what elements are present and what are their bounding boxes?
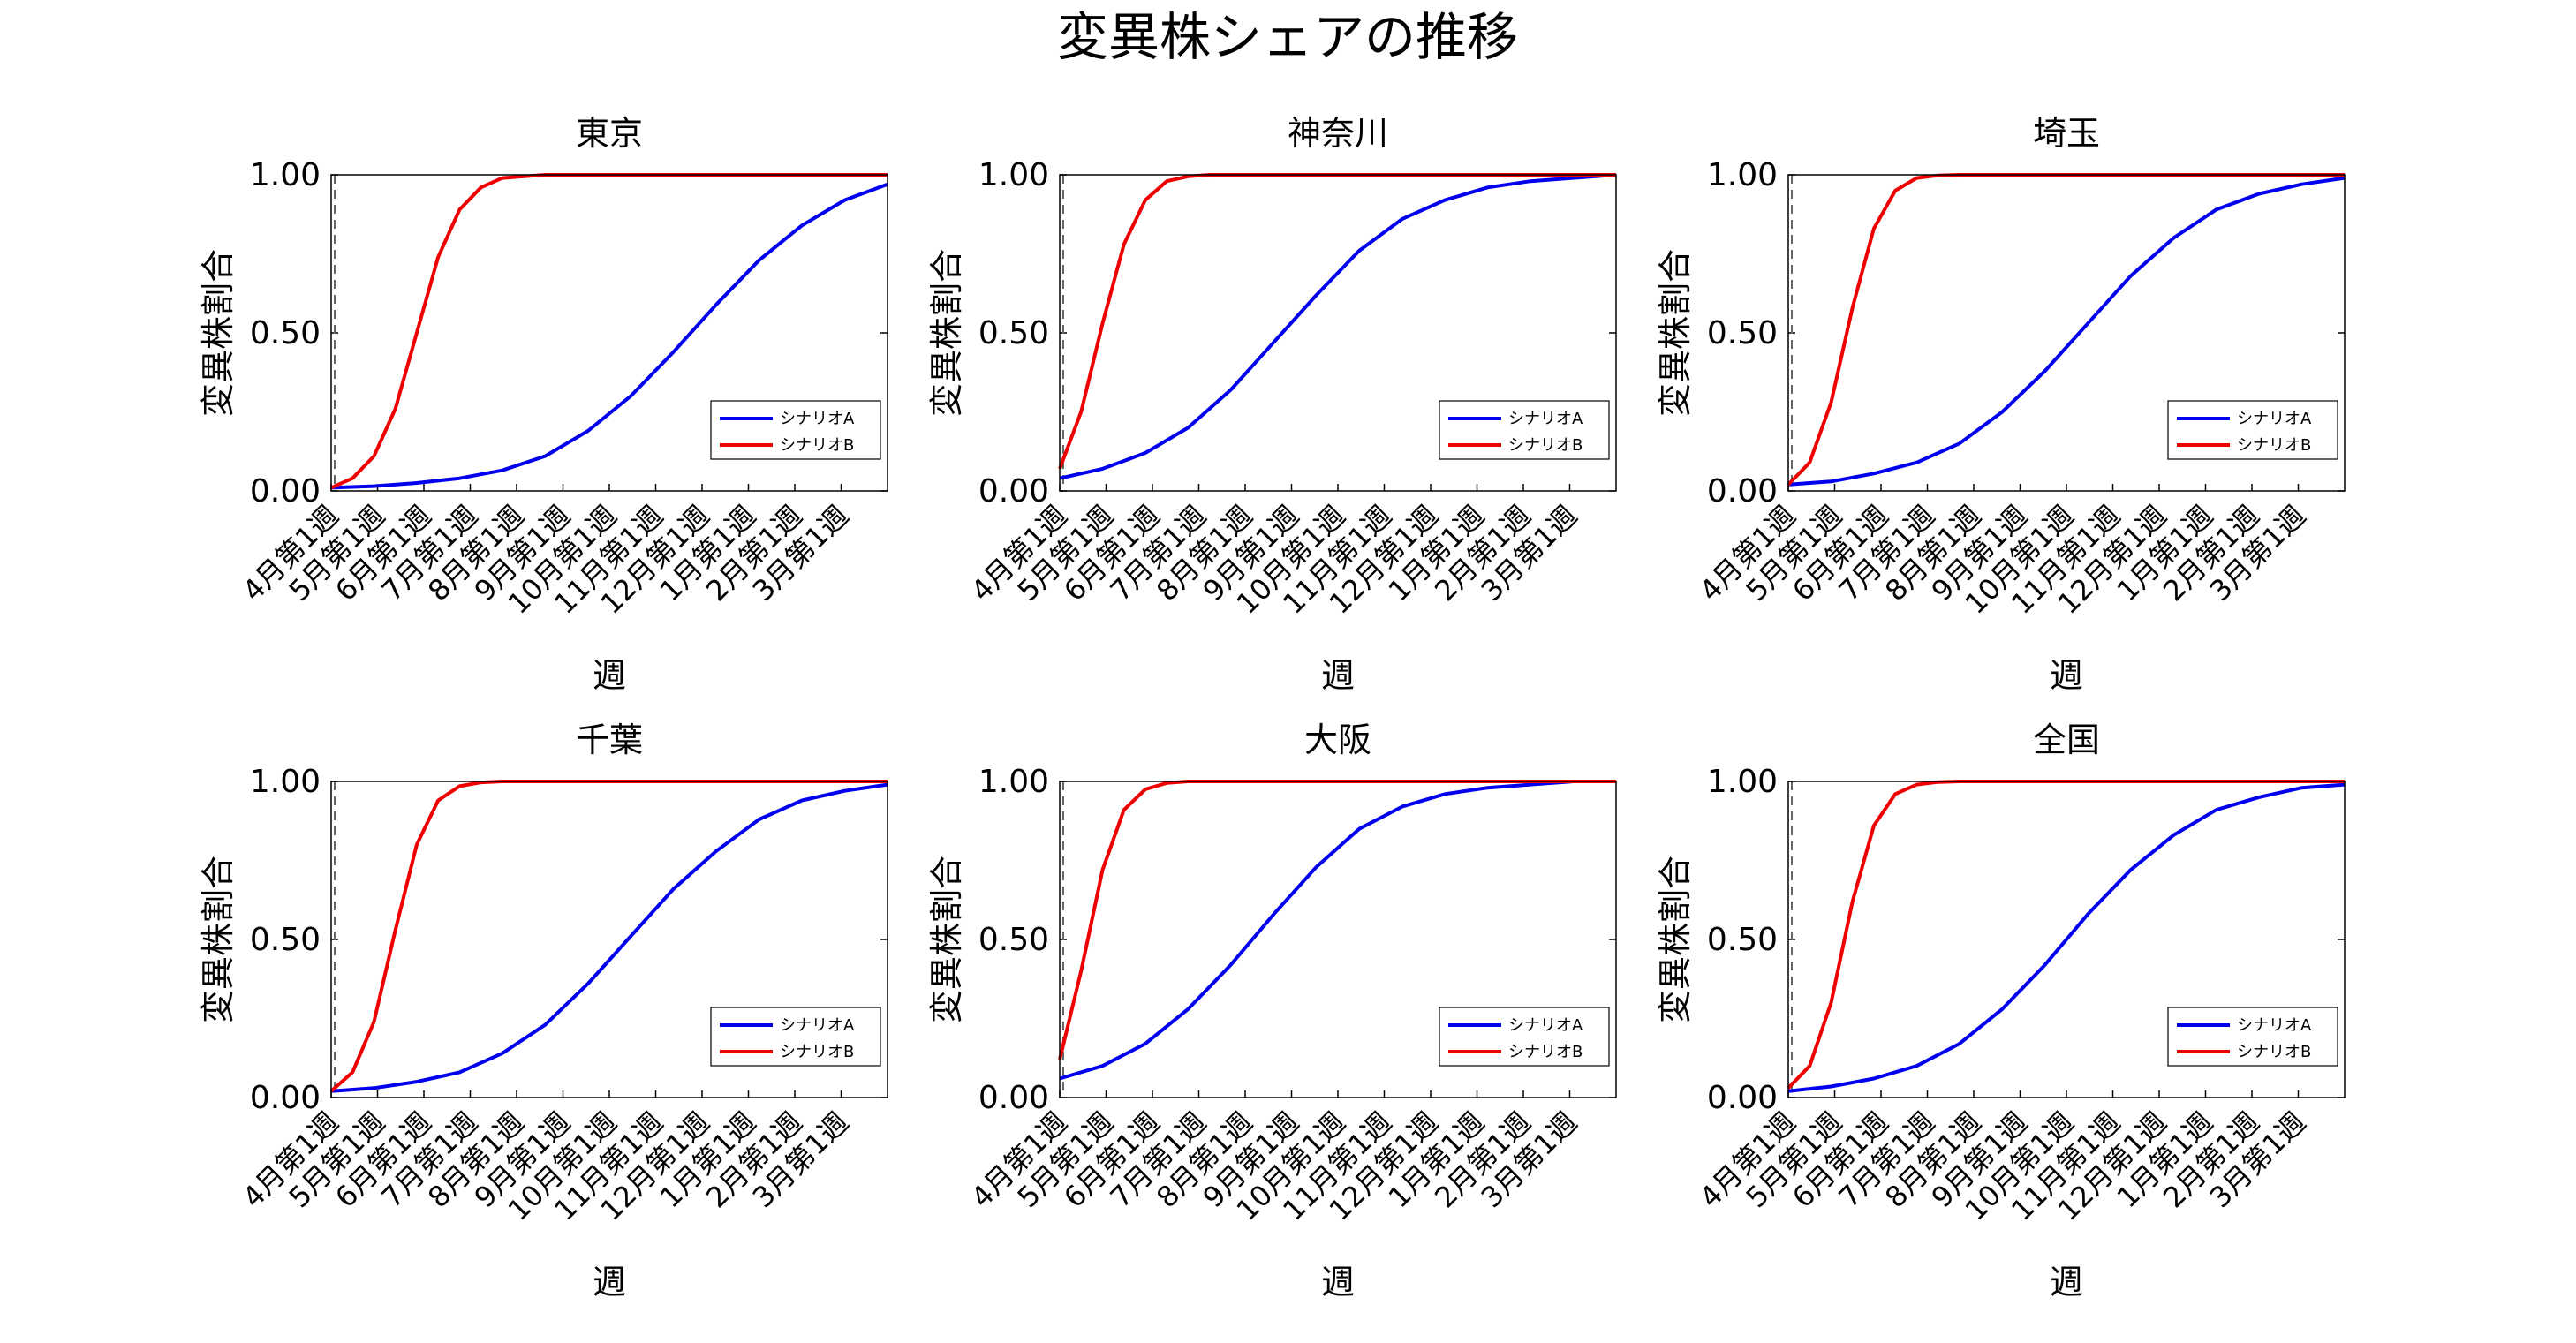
y-axis-label: 変異株割合 bbox=[927, 249, 966, 417]
panel-title: 大阪 bbox=[1304, 721, 1371, 759]
y-tick-label: 0.00 bbox=[250, 473, 321, 509]
chart-panel: 全国変異株割合0.000.501.004月第1週5月第1週6月第1週7月第1週8… bbox=[1656, 721, 2346, 1302]
series-line-a bbox=[1059, 173, 1617, 480]
series-line-a bbox=[330, 782, 888, 1093]
legend-label: シナリオA bbox=[2237, 1016, 2312, 1035]
axes-frame bbox=[1787, 781, 2346, 1098]
y-tick-label: 1.00 bbox=[978, 764, 1049, 800]
legend-box bbox=[1439, 400, 1610, 460]
y-tick-label: 0.00 bbox=[978, 1080, 1049, 1116]
panel-title: 全国 bbox=[2033, 721, 2100, 759]
y-tick-label: 0.50 bbox=[250, 922, 321, 958]
x-axis-label: 週 bbox=[593, 656, 626, 695]
y-tick-label: 0.00 bbox=[1707, 1080, 1778, 1116]
panel-title: 千葉 bbox=[576, 721, 643, 759]
series-line-a bbox=[330, 182, 888, 490]
y-tick-label: 1.00 bbox=[250, 157, 321, 193]
y-tick-label: 0.50 bbox=[978, 922, 1049, 958]
legend-label: シナリオB bbox=[2237, 436, 2311, 455]
y-tick-label: 1.00 bbox=[250, 764, 321, 800]
legend-box bbox=[710, 1007, 881, 1067]
legend-label: シナリオA bbox=[780, 1016, 855, 1035]
legend-label: シナリオB bbox=[1508, 436, 1583, 455]
legend-label: シナリオA bbox=[1508, 410, 1583, 428]
y-axis-label: 変異株割合 bbox=[199, 856, 238, 1023]
legend-label: シナリオB bbox=[1508, 1043, 1583, 1061]
y-tick-label: 0.50 bbox=[978, 315, 1049, 351]
y-tick-label: 0.50 bbox=[250, 315, 321, 351]
y-axis-label: 変異株割合 bbox=[199, 249, 238, 417]
legend-box bbox=[710, 400, 881, 460]
series-line-a bbox=[1059, 780, 1616, 1081]
axes-frame bbox=[1787, 174, 2346, 492]
panel-title: 東京 bbox=[576, 114, 643, 153]
chart-panel: 大阪変異株割合0.000.501.004月第1週5月第1週6月第1週7月第1週8… bbox=[927, 721, 1617, 1302]
y-axis-label: 変異株割合 bbox=[927, 856, 966, 1023]
legend-label: シナリオA bbox=[780, 410, 855, 428]
y-axis-label: 変異株割合 bbox=[1656, 856, 1695, 1023]
y-tick-label: 0.50 bbox=[1707, 315, 1778, 351]
axes-frame bbox=[1059, 174, 1617, 492]
y-tick-label: 1.00 bbox=[978, 157, 1049, 193]
y-tick-label: 1.00 bbox=[1707, 764, 1778, 800]
series-line-a bbox=[1787, 176, 2346, 487]
x-axis-label: 週 bbox=[593, 1263, 626, 1302]
legend-label: シナリオA bbox=[2237, 410, 2312, 428]
chart-panel: 千葉変異株割合0.000.501.004月第1週5月第1週6月第1週7月第1週8… bbox=[199, 721, 888, 1302]
axes-frame bbox=[330, 174, 888, 492]
axes-frame bbox=[1059, 781, 1617, 1098]
chart-panel: 東京変異株割合0.000.501.004月第1週5月第1週6月第1週7月第1週8… bbox=[199, 114, 888, 695]
axes-frame bbox=[330, 781, 888, 1098]
y-tick-label: 0.50 bbox=[1707, 922, 1778, 958]
y-tick-label: 0.00 bbox=[1707, 473, 1778, 509]
x-axis-label: 週 bbox=[1321, 656, 1355, 695]
figure-title: 変異株シェアの推移 bbox=[1057, 7, 1518, 67]
legend-label: シナリオB bbox=[2237, 1043, 2311, 1061]
y-axis-label: 変異株割合 bbox=[1656, 249, 1695, 417]
legend-box bbox=[2167, 400, 2338, 460]
x-axis-label: 週 bbox=[1321, 1263, 1355, 1302]
legend-label: シナリオB bbox=[780, 1043, 854, 1061]
y-tick-label: 0.00 bbox=[250, 1080, 321, 1116]
y-tick-label: 1.00 bbox=[1707, 157, 1778, 193]
chart-panels: 東京変異株割合0.000.501.004月第1週5月第1週6月第1週7月第1週8… bbox=[199, 114, 2346, 1302]
panel-title: 神奈川 bbox=[1288, 114, 1388, 153]
legend-box bbox=[2167, 1007, 2338, 1067]
legend-box bbox=[1439, 1007, 1610, 1067]
x-axis-label: 週 bbox=[2050, 1263, 2083, 1302]
chart-panel: 神奈川変異株割合0.000.501.004月第1週5月第1週6月第1週7月第1週… bbox=[927, 114, 1617, 695]
chart-panel: 埼玉変異株割合0.000.501.004月第1週5月第1週6月第1週7月第1週8… bbox=[1656, 114, 2346, 695]
x-axis-label: 週 bbox=[2050, 656, 2083, 695]
y-tick-label: 0.00 bbox=[978, 473, 1049, 509]
legend-label: シナリオB bbox=[780, 436, 854, 455]
panel-title: 埼玉 bbox=[2033, 114, 2100, 153]
legend-label: シナリオA bbox=[1508, 1016, 1583, 1035]
series-line-a bbox=[1787, 782, 2346, 1093]
